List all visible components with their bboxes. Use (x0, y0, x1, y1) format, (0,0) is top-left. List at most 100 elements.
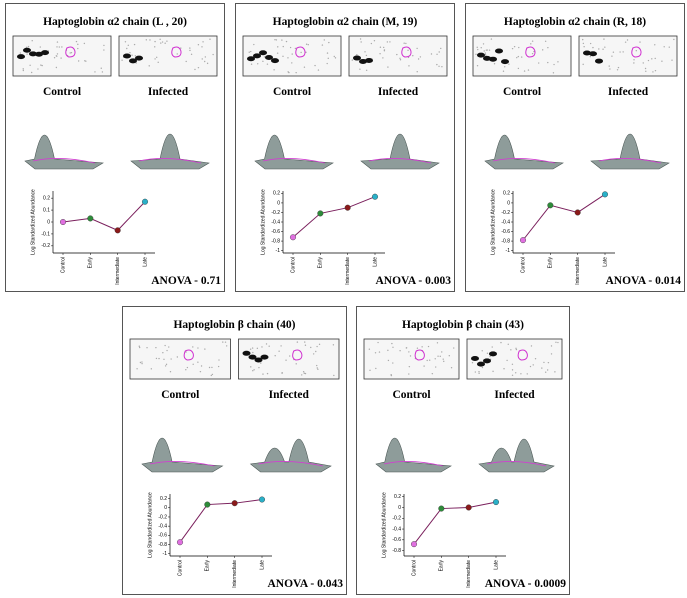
gel-spot (217, 365, 220, 368)
gel-spot (166, 40, 168, 42)
gel-spot (282, 45, 284, 48)
gel-spot (492, 370, 494, 373)
gel-spot (158, 357, 160, 360)
gel-spot (403, 42, 405, 44)
gel-spot (84, 60, 86, 62)
gel-spot (141, 362, 143, 365)
x-tick-label: Control (290, 257, 296, 273)
panel: Haptoglobin α2 chain (M, 19) Control Infec… (235, 3, 455, 292)
x-tick-label: Late (372, 257, 378, 267)
gel-spot (663, 46, 665, 48)
gel-spot (316, 367, 318, 369)
spot-outline (525, 46, 536, 58)
x-tick-label: Intermediate (345, 257, 351, 285)
gel-spot (503, 368, 505, 370)
gel-spot (511, 47, 514, 50)
gel-blob (123, 53, 131, 59)
gel-spot (390, 374, 393, 377)
y-tick-label: 0.2 (43, 195, 50, 201)
surface-plot (24, 134, 104, 170)
gel-spot (441, 351, 443, 353)
gel-spot (100, 67, 102, 69)
gel-spot (391, 342, 393, 345)
gel-spot (252, 370, 254, 372)
gel-spot (436, 342, 439, 344)
gel-spot (412, 55, 414, 57)
gel-spot (481, 366, 484, 369)
image-label: Control (161, 389, 199, 401)
gel-spot (250, 63, 253, 65)
gel-spot (295, 71, 297, 74)
gel-spot (419, 56, 422, 58)
gel-blob (260, 354, 269, 360)
gel-spot (529, 365, 532, 368)
gel-spot (523, 70, 526, 72)
gel-spot (190, 53, 193, 56)
gel-spot (375, 367, 377, 370)
gel-spot (437, 355, 439, 357)
gel-spot (668, 46, 670, 48)
gel-spot (252, 351, 254, 354)
gel-spot (253, 43, 255, 46)
gel-spot (150, 368, 153, 370)
gel-spot (622, 51, 624, 53)
gel-spot (211, 366, 213, 369)
gel-spot (506, 359, 508, 362)
gel-blob (477, 52, 485, 58)
gel-blob (353, 55, 361, 61)
gel-spot (162, 351, 164, 354)
mean-marker (60, 218, 67, 225)
gel-spot (39, 46, 41, 48)
gel-spot (442, 358, 444, 360)
gel-image (118, 35, 218, 77)
gel-spot (55, 66, 58, 69)
gel-spot (552, 72, 555, 74)
gel-spot (148, 65, 150, 67)
image-label: Control (503, 86, 541, 98)
gel-spot (218, 359, 220, 361)
gel-spot (436, 53, 438, 55)
gel-spot (189, 47, 191, 49)
y-tick-label: -0.2 (41, 243, 50, 249)
gel-spot (295, 363, 297, 365)
gel-image (466, 338, 563, 380)
surface-contour (138, 158, 202, 164)
mean-marker (520, 237, 527, 244)
y-tick-label: 0.1 (43, 207, 50, 213)
gel-spot (534, 358, 537, 360)
gel-spot (197, 44, 200, 46)
gel-spot (149, 39, 151, 41)
gel-spot (321, 44, 324, 46)
gel-spot (29, 64, 31, 66)
gel-spot (645, 70, 647, 72)
surface-plot (254, 134, 334, 170)
gel-spot (323, 39, 325, 41)
gel-spot (287, 57, 289, 59)
gel-spot (430, 53, 433, 55)
gel-spot (654, 69, 657, 72)
gel-blob (589, 51, 597, 57)
gel-spot (589, 55, 592, 58)
gel-spot (185, 60, 187, 63)
gel-spot (604, 46, 606, 48)
y-tick-label: -1 (163, 551, 168, 557)
gel-image (578, 35, 678, 77)
gel-spot (408, 65, 410, 67)
gel-spot (386, 41, 389, 43)
gel-spot (192, 346, 194, 348)
gel-spot (282, 55, 284, 58)
gel-spot (26, 53, 28, 55)
gel-spot (379, 46, 382, 48)
gel-spot (368, 348, 371, 350)
x-tick-label: Control (520, 257, 526, 273)
gel-spot (56, 53, 59, 55)
gel-spot (199, 370, 202, 373)
y-tick-label: 0 (507, 200, 510, 206)
gel-spot (263, 56, 266, 58)
mean-marker (465, 504, 472, 511)
gel-spot (303, 66, 306, 68)
gel-spot (256, 347, 259, 350)
gel-spot (201, 58, 203, 60)
mean-line (62, 201, 146, 231)
x-tick-label: Intermediate (115, 257, 121, 285)
